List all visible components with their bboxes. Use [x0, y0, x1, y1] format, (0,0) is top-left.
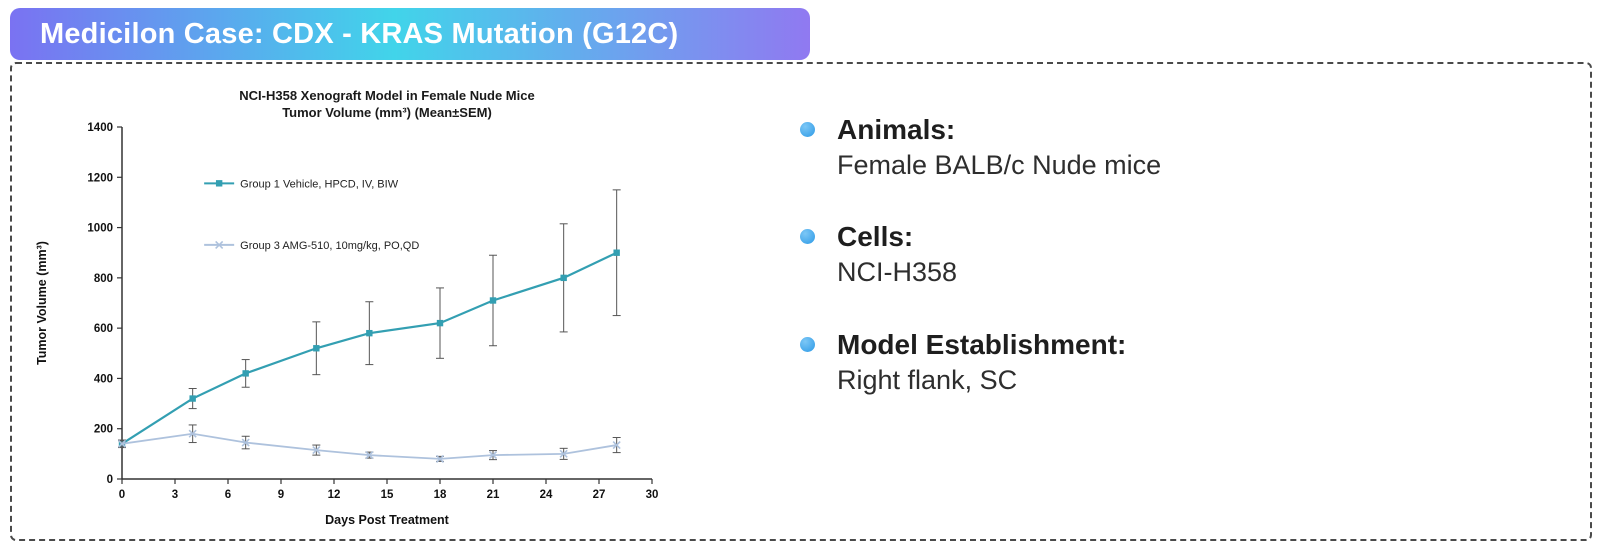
legend-label: Group 1 Vehicle, HPCD, IV, BIW: [240, 178, 399, 190]
x-marker: [117, 439, 127, 448]
detail-value: Female BALB/c Nude mice: [837, 150, 1162, 180]
square-marker: [313, 345, 320, 352]
square-marker: [436, 319, 444, 327]
detail-value: NCI-H358: [837, 257, 958, 288]
y-tick-label: 1200: [87, 172, 113, 184]
x-marker: [365, 451, 374, 460]
x-marker: [241, 438, 250, 447]
content-panel: NCI-H358 Xenograft Model in Female Nude …: [10, 62, 1592, 541]
page-title: Medicilon Case: CDX - KRAS Mutation (G12…: [40, 17, 679, 50]
x-axis-label: Days Post Treatment: [325, 513, 449, 527]
square-marker: [215, 180, 223, 187]
title-banner: Medicilon Case: CDX - KRAS Mutation (G12…: [10, 8, 810, 60]
x-marker: [215, 240, 224, 249]
x-tick-label: 24: [540, 489, 553, 501]
chart-title: NCI-H358 Xenograft Model in Female Nude …: [239, 88, 534, 103]
square-marker: [613, 249, 620, 256]
y-tick-label: 1400: [87, 122, 113, 134]
detail-label: Cells:: [837, 221, 914, 253]
list-item-cells: Cells: NCI-H358: [800, 219, 1161, 290]
list-item-animals: Animals: Female BALB/c Nude mice: [800, 112, 1161, 183]
list-item-model-establishment: Model Establishment: Right flank, SC: [800, 327, 1161, 398]
detail-label: Animals:: [837, 114, 956, 145]
y-axis-label: Tumor Volume (mm³): [35, 241, 49, 365]
square-marker: [560, 274, 567, 282]
detail-label: Model Establishment:: [837, 328, 1127, 360]
x-tick-label: 9: [278, 489, 284, 501]
x-tick-label: 18: [434, 489, 447, 501]
x-tick-label: 6: [225, 489, 231, 501]
square-marker: [242, 370, 249, 377]
detail-text: Cells: NCI-H358: [837, 219, 957, 290]
y-tick-label: 600: [94, 323, 113, 335]
x-marker: [488, 451, 498, 460]
x-tick-label: 15: [381, 489, 394, 501]
square-marker: [366, 329, 373, 337]
bullet-icon: [800, 336, 815, 352]
x-tick-label: 12: [328, 489, 341, 501]
square-marker: [489, 297, 497, 304]
x-tick-label: 27: [593, 489, 606, 501]
y-tick-label: 800: [94, 273, 113, 285]
x-marker: [612, 440, 621, 450]
detail-text: Model Establishment: Right flank, SC: [837, 327, 1126, 398]
detail-text: Animals: Female BALB/c Nude mice: [837, 112, 1161, 183]
square-marker: [189, 395, 196, 402]
x-marker: [435, 454, 445, 463]
y-tick-label: 400: [94, 373, 113, 385]
x-tick-label: 30: [646, 489, 659, 501]
x-marker: [188, 429, 197, 438]
x-tick-label: 21: [487, 489, 500, 501]
legend-label: Group 3 AMG-510, 10mg/kg, PO,QD: [240, 240, 419, 252]
y-tick-label: 200: [94, 424, 113, 436]
chart-svg: NCI-H358 Xenograft Model in Female Nude …: [35, 88, 659, 527]
x-tick-label: 0: [119, 489, 125, 501]
details-list: Animals: Female BALB/c Nude mice Cells: …: [800, 112, 1161, 434]
chart-title: Tumor Volume (mm³) (Mean±SEM): [282, 105, 492, 120]
y-tick-label: 1000: [87, 223, 113, 235]
detail-value: Right flank, SC: [837, 364, 1018, 395]
bullet-icon: [800, 122, 815, 137]
x-marker: [312, 446, 321, 455]
x-tick-label: 3: [172, 489, 178, 501]
x-marker: [559, 449, 568, 458]
y-tick-label: 0: [107, 474, 113, 486]
bullet-icon: [800, 229, 815, 245]
tumor-volume-chart: NCI-H358 Xenograft Model in Female Nude …: [30, 80, 670, 532]
